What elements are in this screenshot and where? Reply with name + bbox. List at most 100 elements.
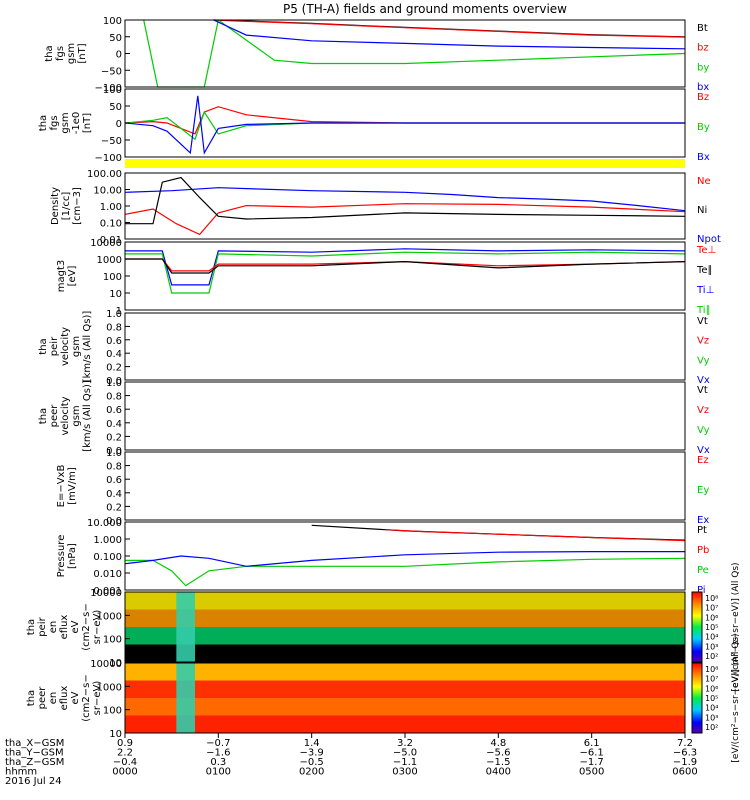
series-line-Npot [124,187,686,212]
heatmap-band [125,592,685,610]
y-axis-label: tha [38,115,49,131]
y-tick-label: 1.00 [100,202,122,213]
x-tick-label: −1.1 [393,757,417,768]
y-tick-label: 10000 [90,659,122,670]
y-axis-label: eflux [59,615,70,640]
colorbar-tick-label: 10⁸ [705,594,718,603]
y-axis-label: velocity [60,396,71,435]
y-axis-label: [km/s (All Qs)] [82,380,93,452]
x-tick-label: −0.5 [300,757,324,768]
x-tick-label: 0300 [392,767,417,778]
heatmap-band [125,644,685,662]
y-axis-label: gsm [60,112,71,133]
legend-entry: Pi [697,585,706,596]
y-tick-label: 0.100 [93,552,122,563]
y-tick-label: 100 [103,706,122,717]
series-line-Te∥ [125,258,686,274]
legend-entry: Bz [697,92,709,103]
legend-entry: Te∥ [696,265,713,276]
y-axis-label: [nT] [82,113,93,133]
y-tick-label: 0.4 [106,419,122,430]
x-tick-label: −3.9 [300,748,324,759]
x-tick-label: 0200 [299,767,324,778]
series-line-by [143,18,686,88]
series-line-Ne [124,203,686,236]
legend-entry: Vz [697,336,709,347]
colorbar-label: [eV/(cm²−s−sr−eV)] (All Qs) [731,562,741,691]
panel-frame [124,591,686,663]
legend-entry: bx [697,82,709,93]
y-axis-label: E=−VxB [56,465,67,508]
colorbar-tick-label: 10⁴ [705,633,718,642]
panel-frame [124,451,686,521]
y-axis-label: [km/s (All Qs)] [82,311,93,383]
y-axis-label: (cm2−s− [81,674,92,721]
x-tick-label: 0000 [112,767,137,778]
series-line-Ti∥ [125,251,686,294]
legend-entry: Vt [697,385,708,396]
colorbar-gradient [691,662,703,734]
panel-fgs-gsm: 100 50 0 −50 −100 tha fgs gsm [nT] Bt bz by bx [44,16,709,94]
legend-entry: Ez [697,455,709,466]
y-tick-label: 100 [103,16,122,27]
series-line-Pb [386,529,686,542]
panel-efield: 1.0 0.8 0.6 0.4 0.2 0.0 E=−VxB [mV/m] Ez Ey Ex [56,448,709,527]
x-tick-label: 6.1 [584,738,600,749]
legend-entry: bz [697,43,709,54]
y-tick-label: 0.6 [106,475,122,486]
y-axis-label: sr−eV) [92,681,103,716]
y-axis-label: eflux [59,686,70,711]
y-tick-label: 0.2 [106,502,122,513]
y-tick-label: 100 [103,635,122,646]
legend-entry: Ne [697,176,711,187]
y-axis-label: tha [26,690,37,706]
y-axis-label: en [48,621,59,634]
x-axis-row-label: tha_X−GSM [5,738,64,749]
y-axis-label: eV [70,620,81,633]
y-axis-label: en [48,692,59,705]
y-axis-label: tha [38,338,49,354]
x-tick-label: −1.5 [486,757,510,768]
legend-entry: Pe [697,565,709,576]
y-tick-label: 1.0 [106,378,122,389]
y-axis-label: [nT] [77,43,88,63]
colorbar-tick-label: 10⁶ [705,684,718,693]
y-tick-label: 0.0 [106,376,122,387]
x-tick-label: 0500 [579,767,604,778]
legend-entry: Npot [697,234,721,245]
series-line-Bz [124,106,685,135]
colorbar-tick-label: 10⁷ [705,675,718,684]
y-axis-label: tha [44,45,55,61]
legend-entry: Vy [697,355,710,366]
y-axis-label: fgs [55,46,66,61]
legend-entry: Bx [697,152,710,163]
panel-density: 100.00 10.00 1.00 0.10 0.01 Density [1/cc] [cm−… [50,169,721,246]
x-tick-label: −6.1 [580,748,604,759]
y-axis-label: fgs [49,115,60,130]
legend-entry: by [697,62,709,73]
x-tick-label: −5.6 [486,748,510,759]
y-axis-label: peir [37,616,48,636]
y-axis-label: Density [50,187,61,225]
panel-frame [124,521,686,591]
x-axis-row-label: hhmm [5,767,37,778]
y-tick-label: 0 [116,50,122,61]
fgs-quality-bar [125,159,685,168]
y-tick-label: 50 [109,102,122,113]
legend-entry: Ex [697,515,709,526]
y-axis-label: peer [49,404,60,428]
x-tick-label: −1.9 [673,757,697,768]
legend-entry: Te⊥ [696,245,716,256]
y-axis-label: tha [26,619,37,635]
series-line-Ti⊥ [125,248,686,286]
y-tick-label: 10000 [90,588,122,599]
series-line-Ni [125,176,686,225]
y-axis-label: (cm2−s− [81,603,92,650]
y-tick-label: 0.10 [100,219,122,230]
colorbar-tick-label: 10³ [705,713,718,722]
x-tick-label: 0600 [672,767,697,778]
panel-frame [124,19,686,88]
